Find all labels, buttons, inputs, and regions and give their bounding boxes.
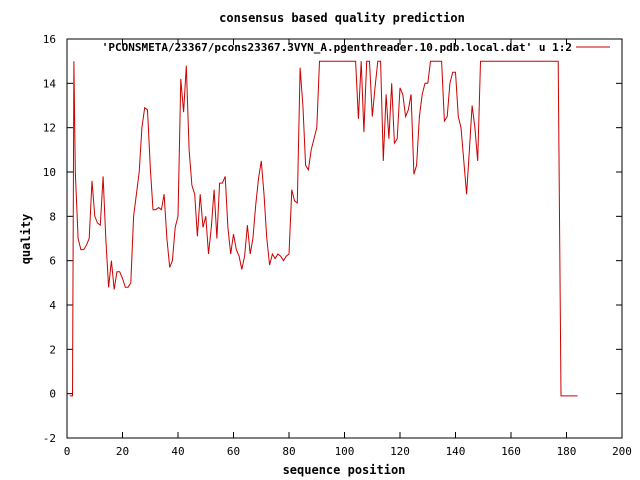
y-tick-label: 2 [49,343,56,356]
x-tick-label: 100 [335,445,355,458]
legend-label: 'PCONSMETA/23367/pcons23367.3VYN_A.pgent… [102,41,572,54]
x-tick-label: 60 [227,445,240,458]
y-tick-label: 8 [49,210,56,223]
y-axis-label: quality [19,214,33,265]
series-line [69,60,578,397]
y-tick-label: 6 [49,255,56,268]
y-tick-label: 16 [43,33,56,46]
x-tick-label: 40 [171,445,184,458]
x-tick-label: 160 [501,445,521,458]
x-tick-label: 20 [116,445,129,458]
chart-title: consensus based quality prediction [219,11,465,25]
y-tick-label: 14 [43,77,57,90]
x-tick-label: 200 [612,445,632,458]
x-tick-label: 120 [390,445,410,458]
x-tick-label: 140 [446,445,466,458]
y-tick-label: 0 [49,388,56,401]
x-axis-label: sequence position [283,463,406,477]
y-tick-label: 10 [43,166,56,179]
y-tick-label: 12 [43,122,56,135]
legend: 'PCONSMETA/23367/pcons23367.3VYN_A.pgent… [102,41,610,54]
x-tick-label: 180 [557,445,577,458]
axis-ticks: 0 20 40 60 80 100 120 140 160 180 200 -2 0 2 4 6 8 10 12 14… [43,33,632,458]
x-tick-label: 80 [282,445,295,458]
x-tick-label: 0 [64,445,71,458]
y-tick-label: 4 [49,299,56,312]
series-layer [69,60,578,397]
y-tick-label: -2 [43,432,56,445]
